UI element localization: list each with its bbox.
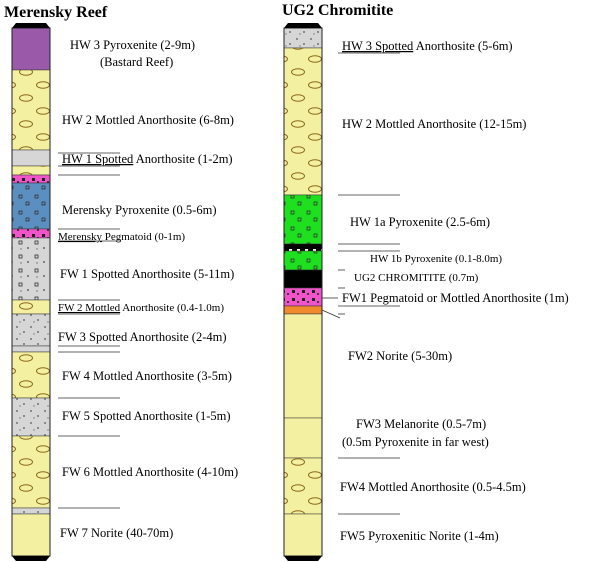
merensky-layer-hw3-pyroxenite [11,27,51,71]
merensky-layer-pegmatoid-upper-texture [12,175,50,183]
ug2-label-5: FW1 Pegmatoid or Mottled Anorthosite (1m… [342,291,569,305]
ug2-layer-hw1b-pyroxenite-texture [284,251,322,270]
ug2-column-top-cap [284,23,322,28]
ug2-label-9: FW4 Mottled Anorthosite (0.5-4.5m) [340,480,526,494]
merensky-layer-fw6-lower-texture [12,508,50,514]
ug2-column-bottom-cap [284,556,322,561]
ug2-layer-hw2-mottled-texture [284,48,322,195]
ug2-layer-fw4-mottled-texture [284,458,322,514]
ug2-layer-fw2-norite [283,313,323,419]
ug2-label-8: (0.5m Pyroxenite in far west) [342,435,489,449]
ug2-label-7: FW3 Melanorite (0.5-7m) [356,417,486,431]
ug2-layer-fw1-pegmatoid-texture [284,288,322,306]
merensky-label-4: Merensky Pyroxenite (0.5-6m) [62,203,216,217]
labels-group: HW 3 Pyroxenite (2-9m) (Bastard Reef) HW 2… [58,38,569,543]
merensky-label-11: FW 6 Mottled Anorthosite (4-10m) [62,465,238,479]
merensky-column-top-cap [12,23,50,28]
merensky-layer-merensky-pyroxenite-texture [12,183,50,229]
ug2-layer-hw1a-pyroxenite-texture [284,195,322,244]
ug2-layer-hw3-spotted-texture [284,28,322,48]
merensky-label-10: FW 5 Spotted Anorthosite (1-5m) [62,409,231,423]
ug2-layer-ug2-chromitite [283,269,323,289]
merensky-label-6: FW 1 Spotted Anorthosite (5-11m) [60,267,234,281]
merensky-label-rest: Anorthosite (0.4-1.0m) [120,302,224,314]
ug2-label-10: FW5 Pyroxenitic Norite (1-4m) [340,529,499,543]
layers-group [11,23,323,561]
ug2-label-0: HW 3 Spotted Anorthosite (5-6m) [342,39,513,53]
merensky-layer-merensky-pegmatoid-texture [12,229,50,238]
merensky-label-2: HW 2 Mottled Anorthosite (6-8m) [62,113,234,127]
merensky-layer-fw1-spotted-texture [12,238,50,300]
merensky-layer-fw4-mottled-texture [12,352,50,398]
merensky-label-12: FW 7 Norite (40-70m) [60,526,173,540]
title-ug2-chromitite: UG2 Chromitite [282,2,393,19]
merensky-label-0: HW 3 Pyroxenite (2-9m) [70,38,195,52]
ug2-layer-fw5-pyroxenitic-norite [283,513,323,557]
ug2-leader-line [321,309,341,319]
title-merensky-reef: Merensky Reef [4,4,108,21]
ug2-label-6: FW2 Norite (5-30m) [348,349,452,363]
merensky-label-8: FW 3 Spotted Anorthosite (2-4m) [58,330,227,344]
merensky-label-9: FW 4 Mottled Anorthosite (3-5m) [62,369,232,383]
merensky-label-1: (Bastard Reef) [100,55,173,69]
merensky-column-bottom-cap [12,556,50,561]
ug2-label-3: HW 1b Pyroxenite (0.1-8.0m) [370,253,502,265]
merensky-label-5: Merensky Pegmatoid (0-1m) [58,231,185,243]
merensky-label-rest: Anorthosite (1-2m) [133,152,232,166]
merensky-label-underlined-part: FW 2 Mottled [58,302,121,314]
merensky-label-7: FW 2 Mottled Anorthosite (0.4-1.0m) [58,302,224,314]
merensky-layer-fw3-spotted-texture [12,314,50,346]
ug2-label-underlined-part: HW 3 Spotted [342,39,414,53]
merensky-layer-hw1-spotted [11,149,51,167]
ug2-layer-fw3-melanorite [283,417,323,459]
merensky-layer-fw7-norite [11,513,51,557]
merensky-label-rest: Pegmatoid (0-1m) [102,231,185,243]
ug2-label-4: UG2 CHROMITITE (0.7m) [354,272,479,284]
merensky-layer-hw1-mottled-thin-texture [12,166,50,175]
merensky-layer-fw3-divider [11,345,51,353]
ug2-label-1: HW 2 Mottled Anorthosite (12-15m) [342,117,526,131]
ug2-layer-fw1-orange [283,305,323,315]
merensky-label-underlined-part: HW 1 Spotted [62,152,134,166]
merensky-layer-fw5-spotted-texture [12,398,50,436]
merensky-label-3: HW 1 Spotted Anorthosite (1-2m) [62,152,233,166]
merensky-layer-fw2-mottled-texture [12,300,50,314]
ug2-label-rest: Anorthosite (5-6m) [413,39,512,53]
merensky-layer-fw6-mottled-texture [12,436,50,508]
leader-lines-group [58,52,400,515]
merensky-label-underlined-part: Merensky [58,231,102,243]
merensky-layer-hw2-mottled-texture [12,70,50,150]
ug2-layer-hw1a-chromitite-stringer-texture [284,244,322,251]
ug2-label-2: HW 1a Pyroxenite (2.5-6m) [350,215,490,229]
